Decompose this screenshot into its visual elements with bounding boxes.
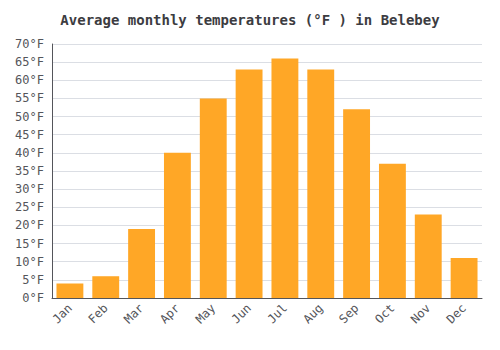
svg-text:Oct: Oct bbox=[372, 301, 397, 326]
svg-text:50°F: 50°F bbox=[15, 110, 44, 124]
svg-text:55°F: 55°F bbox=[15, 91, 44, 105]
svg-text:Mar: Mar bbox=[121, 301, 146, 326]
svg-text:65°F: 65°F bbox=[15, 55, 44, 69]
svg-text:40°F: 40°F bbox=[15, 146, 44, 160]
svg-text:Jan: Jan bbox=[50, 301, 75, 326]
svg-text:Nov: Nov bbox=[408, 301, 433, 326]
svg-text:10°F: 10°F bbox=[15, 255, 44, 269]
svg-text:Dec: Dec bbox=[444, 301, 469, 326]
svg-text:Aug: Aug bbox=[300, 301, 325, 326]
svg-text:35°F: 35°F bbox=[15, 164, 44, 178]
svg-text:70°F: 70°F bbox=[15, 37, 44, 51]
svg-text:0°F: 0°F bbox=[22, 291, 44, 305]
svg-text:Jun: Jun bbox=[229, 301, 254, 326]
svg-text:60°F: 60°F bbox=[15, 73, 44, 87]
svg-text:15°F: 15°F bbox=[15, 237, 44, 251]
svg-text:Sep: Sep bbox=[336, 301, 361, 326]
svg-text:Feb: Feb bbox=[85, 301, 110, 326]
svg-text:5°F: 5°F bbox=[22, 273, 44, 287]
svg-text:45°F: 45°F bbox=[15, 128, 44, 142]
svg-text:20°F: 20°F bbox=[15, 218, 44, 232]
svg-text:25°F: 25°F bbox=[15, 200, 44, 214]
svg-text:May: May bbox=[193, 301, 218, 326]
svg-text:30°F: 30°F bbox=[15, 182, 44, 196]
svg-text:Average monthly temperatures (: Average monthly temperatures (°F ) in Be… bbox=[60, 12, 440, 28]
svg-text:Jul: Jul bbox=[265, 301, 290, 326]
svg-text:Apr: Apr bbox=[157, 301, 182, 326]
